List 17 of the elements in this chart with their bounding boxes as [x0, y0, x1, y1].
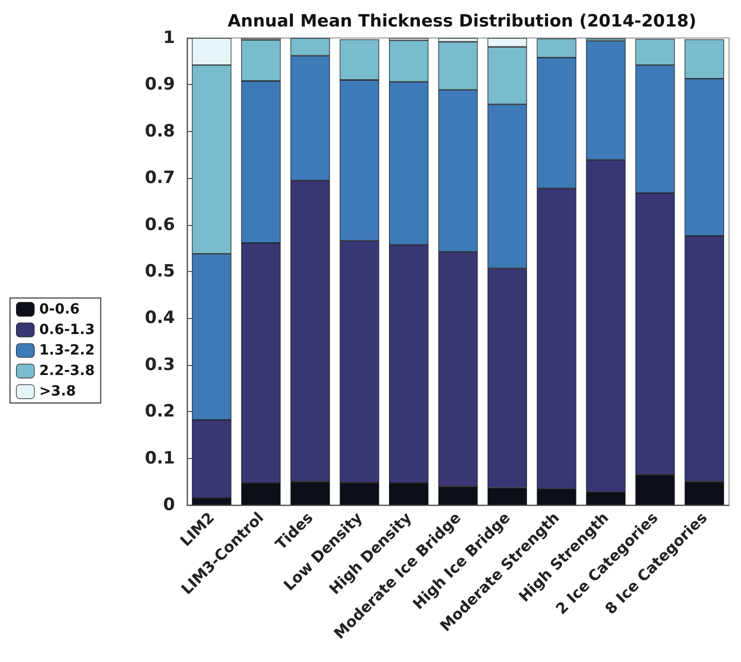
y-tick-label: 0.8 [144, 121, 175, 142]
legend-label: 1.3-2.2 [39, 342, 95, 358]
y-tick-label: 0.1 [144, 448, 175, 468]
y-tick-label: 0.9 [144, 74, 175, 95]
legend-label: 2.2-3.8 [39, 363, 95, 380]
legend-label: >3.8 [39, 384, 76, 400]
y-tick-label: 0.3 [144, 354, 175, 375]
y-tick-label: 0.6 [144, 214, 175, 235]
legend-label: 0-0.6 [39, 301, 80, 318]
y-tick-label: 1 [163, 28, 175, 48]
y-tick-label: 0.7 [144, 168, 175, 188]
legend-label: 0.6-1.3 [39, 322, 95, 338]
y-tick-label: 0 [163, 495, 176, 515]
y-tick-label: 0.5 [144, 262, 175, 282]
y-tick-label: 0.2 [144, 402, 175, 422]
chart-title: Annual Mean Thickness Distribution (2014-2018) [228, 12, 696, 32]
y-tick-label: 0.4 [144, 308, 176, 328]
